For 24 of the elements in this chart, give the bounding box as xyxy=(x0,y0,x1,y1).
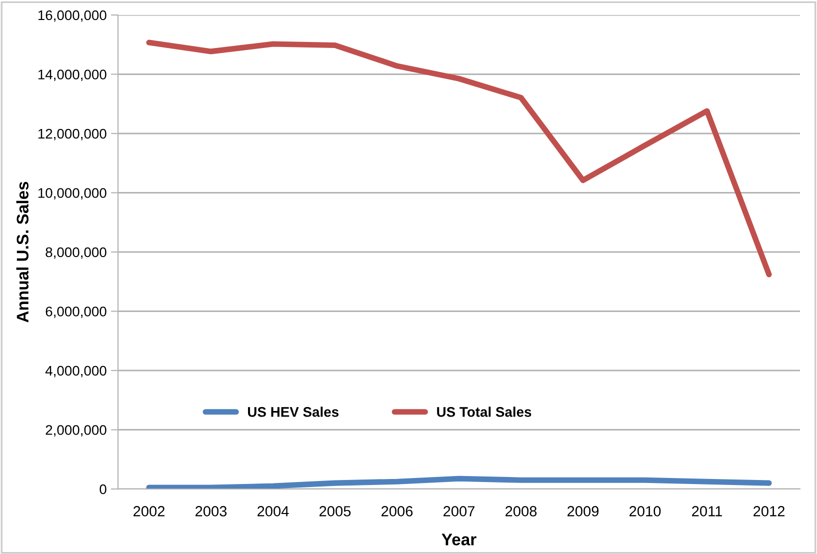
x-tick-label: 2010 xyxy=(630,506,661,516)
y-tick-label: 10,000,000 xyxy=(38,188,106,200)
x-tick-label: 2005 xyxy=(320,506,351,516)
y-tick-label: 8,000,000 xyxy=(46,247,106,259)
y-tick-label: 0 xyxy=(100,484,106,494)
y-tick-label: 4,000,000 xyxy=(45,366,106,378)
x-tick-label: 2003 xyxy=(196,506,227,516)
y-tick-label: 16,000,000 xyxy=(38,10,106,22)
x-tick-label: 2007 xyxy=(444,506,474,516)
y-tick-label: 12,000,000 xyxy=(38,128,106,140)
y-axis-title: Annual U.S. Sales xyxy=(16,182,29,322)
x-tick-label: 2011 xyxy=(692,506,722,516)
x-axis-title: Year xyxy=(442,534,476,546)
y-tick-label: 2,000,000 xyxy=(46,425,106,437)
legend-label: US HEV Sales xyxy=(248,406,338,417)
x-tick-label: 2008 xyxy=(506,506,537,516)
x-tick-label: 2002 xyxy=(134,506,164,516)
y-tick-label: 6,000,000 xyxy=(46,306,106,318)
legend-label: US Total Sales xyxy=(437,406,532,417)
x-tick-label: 2004 xyxy=(258,506,289,516)
x-tick-label: 2012 xyxy=(754,506,784,516)
x-tick-label: 2009 xyxy=(568,506,599,516)
x-tick-label: 2006 xyxy=(382,506,413,516)
y-tick-label: 14,000,000 xyxy=(38,70,106,82)
